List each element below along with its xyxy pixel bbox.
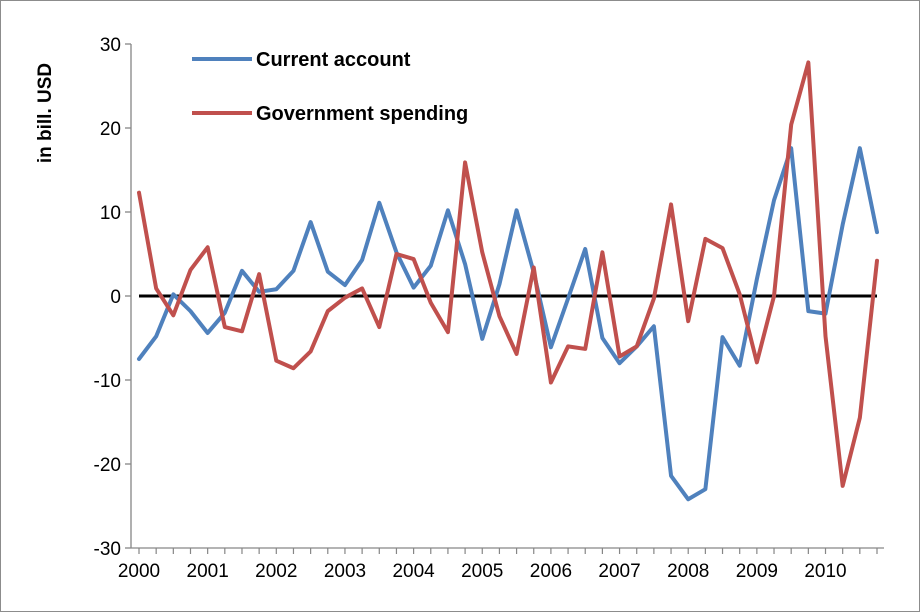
x-tick-label: 2005 xyxy=(461,561,503,582)
x-tick-label: 2004 xyxy=(392,561,435,582)
y-tick-label: 10 xyxy=(100,203,121,224)
x-tick-label: 2000 xyxy=(118,561,160,582)
y-tick-label: -10 xyxy=(94,371,121,392)
series-line-government-spending xyxy=(137,60,879,488)
x-tick-label: 2006 xyxy=(530,561,572,582)
x-tick-label: 2010 xyxy=(804,561,846,582)
y-tick-label: 20 xyxy=(100,119,121,140)
x-tick-label: 2009 xyxy=(736,561,778,582)
y-tick-label: -20 xyxy=(94,455,121,476)
y-axis-label: in bill. USD xyxy=(35,63,56,163)
legend-label-current-account: Current account xyxy=(256,49,411,71)
x-tick-label: 2007 xyxy=(598,561,640,582)
y-tick-label: 30 xyxy=(100,35,121,56)
series-lines xyxy=(137,60,879,502)
x-tick-label: 2008 xyxy=(667,561,709,582)
x-tick-label: 2003 xyxy=(324,561,366,582)
legend: Current account Government spending xyxy=(192,49,468,125)
y-tick-label: -30 xyxy=(94,539,121,560)
y-tick-label: 0 xyxy=(110,287,121,308)
legend-label-government-spending: Government spending xyxy=(256,103,468,125)
x-tick-label: 2002 xyxy=(255,561,297,582)
x-tick-label: 2001 xyxy=(187,561,229,582)
